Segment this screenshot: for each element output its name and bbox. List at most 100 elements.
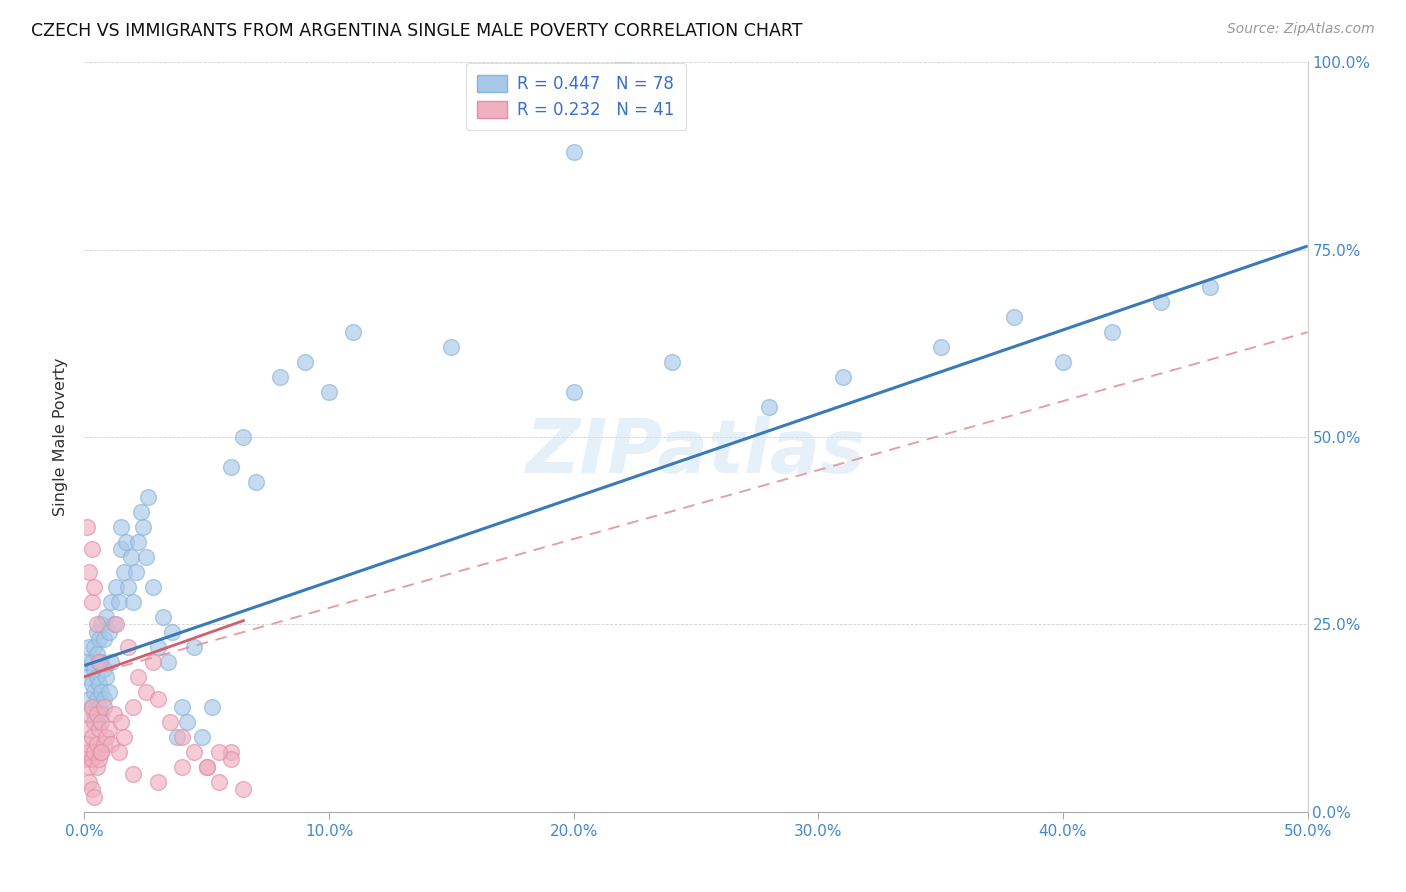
Point [77, 774, 100, 789]
Point [1002, 310, 1025, 325]
Point [1150, 295, 1173, 310]
Point [96, 670, 118, 684]
Point [86, 648, 108, 662]
Point [86, 692, 108, 706]
Point [562, 145, 585, 160]
Point [661, 355, 683, 369]
Point [191, 730, 214, 744]
Point [80, 782, 103, 797]
Text: Source: ZipAtlas.com: Source: ZipAtlas.com [1227, 22, 1375, 37]
Point [90, 714, 112, 729]
Point [80, 677, 103, 691]
Point [232, 782, 254, 797]
Point [87, 632, 110, 647]
Point [440, 340, 463, 354]
Point [87, 752, 110, 766]
Point [90, 617, 112, 632]
Point [93, 692, 115, 706]
Point [125, 565, 148, 579]
Point [83, 789, 105, 804]
Point [100, 595, 122, 609]
Point [135, 549, 157, 564]
Point [183, 745, 205, 759]
Text: CZECH VS IMMIGRANTS FROM ARGENTINA SINGLE MALE POVERTY CORRELATION CHART: CZECH VS IMMIGRANTS FROM ARGENTINA SINGL… [31, 22, 803, 40]
Point [219, 745, 242, 759]
Point [87, 723, 110, 737]
Point [146, 774, 169, 789]
Point [87, 699, 110, 714]
Point [758, 400, 780, 414]
Point [132, 520, 155, 534]
Point [83, 685, 105, 699]
Point [136, 490, 159, 504]
Point [97, 685, 120, 699]
Point [112, 565, 135, 579]
Point [83, 745, 105, 759]
Point [90, 655, 112, 669]
Point [166, 730, 188, 744]
Point [90, 685, 112, 699]
Point [318, 385, 340, 400]
Point [110, 542, 132, 557]
Point [103, 617, 125, 632]
Point [76, 723, 98, 737]
Point [135, 685, 157, 699]
Point [129, 505, 152, 519]
Point [219, 460, 242, 475]
Point [105, 617, 128, 632]
Point [120, 549, 142, 564]
Y-axis label: Single Male Poverty: Single Male Poverty [53, 358, 69, 516]
Legend: R = 0.447   N = 78, R = 0.232   N = 41: R = 0.447 N = 78, R = 0.232 N = 41 [465, 63, 686, 130]
Point [87, 655, 110, 669]
Point [342, 325, 364, 339]
Point [152, 610, 174, 624]
Point [200, 699, 222, 714]
Point [831, 370, 853, 384]
Point [76, 752, 98, 766]
Point [93, 662, 115, 676]
Point [86, 707, 108, 722]
Point [83, 707, 105, 722]
Point [110, 714, 132, 729]
Point [183, 640, 205, 654]
Point [156, 655, 179, 669]
Point [80, 595, 103, 609]
Point [294, 355, 316, 369]
Point [96, 610, 118, 624]
Point [86, 760, 108, 774]
Point [86, 737, 108, 751]
Point [142, 580, 165, 594]
Point [269, 370, 291, 384]
Point [208, 745, 231, 759]
Point [562, 385, 585, 400]
Point [110, 520, 132, 534]
Point [612, 55, 634, 70]
Point [77, 640, 100, 654]
Point [76, 670, 98, 684]
Point [127, 670, 149, 684]
Point [1052, 355, 1074, 369]
Point [176, 714, 198, 729]
Point [162, 624, 184, 639]
Text: ZIPatlas: ZIPatlas [526, 416, 866, 489]
Point [219, 752, 242, 766]
Point [195, 760, 218, 774]
Point [76, 737, 98, 751]
Point [172, 760, 194, 774]
Point [122, 767, 145, 781]
Point [172, 699, 194, 714]
Point [77, 707, 100, 722]
Point [93, 632, 115, 647]
Point [83, 580, 105, 594]
Point [86, 624, 108, 639]
Point [538, 93, 561, 107]
Point [1198, 280, 1220, 294]
Point [245, 475, 267, 489]
Point [80, 655, 103, 669]
Point [93, 699, 115, 714]
Point [117, 640, 139, 654]
Point [80, 752, 103, 766]
Point [232, 430, 254, 444]
Point [80, 699, 103, 714]
Point [122, 699, 145, 714]
